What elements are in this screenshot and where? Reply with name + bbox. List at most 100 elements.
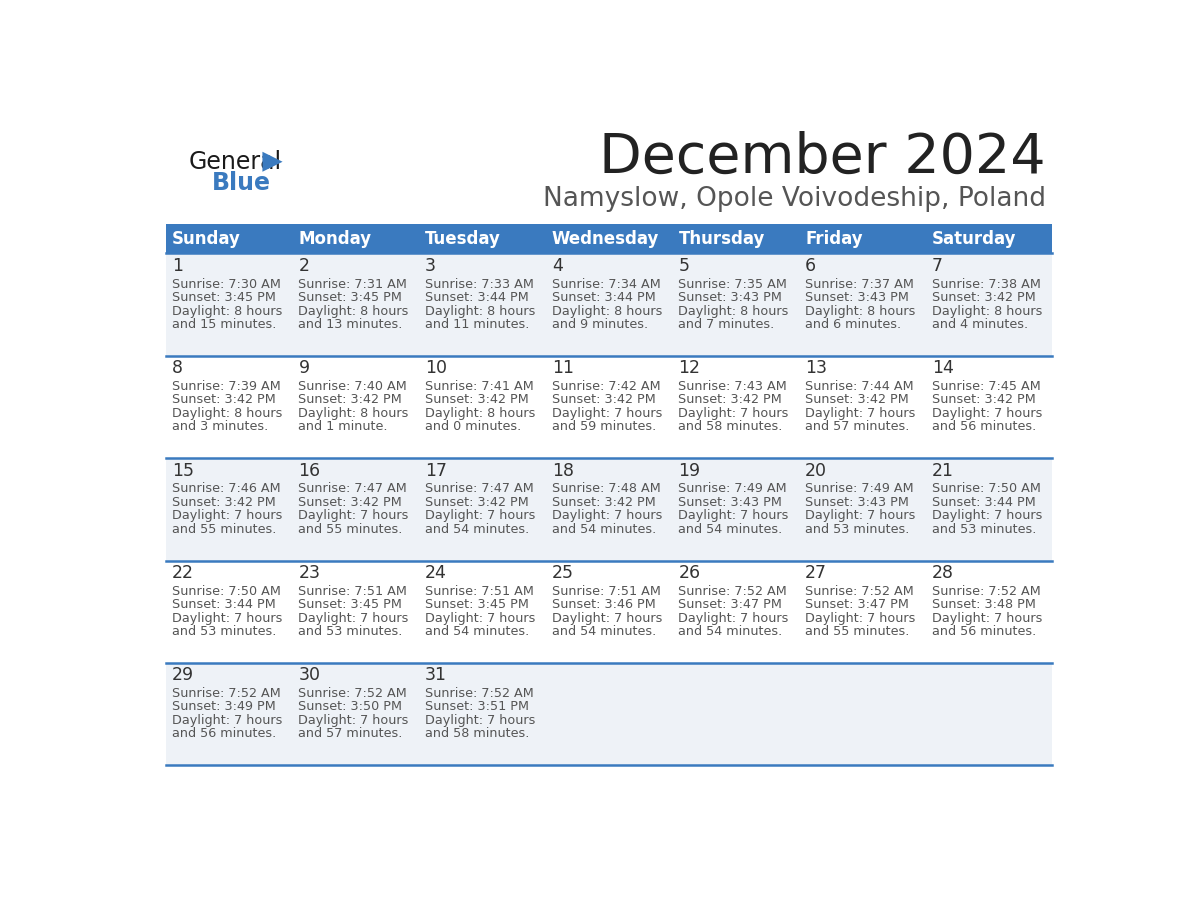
Text: Daylight: 7 hours: Daylight: 7 hours <box>425 612 536 625</box>
Text: 15: 15 <box>172 462 194 479</box>
Polygon shape <box>263 151 283 172</box>
Text: Sunset: 3:44 PM: Sunset: 3:44 PM <box>425 291 529 304</box>
Text: Daylight: 8 hours: Daylight: 8 hours <box>172 407 282 420</box>
Text: Sunrise: 7:51 AM: Sunrise: 7:51 AM <box>298 585 407 598</box>
Text: Sunset: 3:42 PM: Sunset: 3:42 PM <box>172 393 276 406</box>
Text: Sunset: 3:48 PM: Sunset: 3:48 PM <box>931 598 1036 611</box>
Text: and 55 minutes.: and 55 minutes. <box>805 625 909 638</box>
Text: 14: 14 <box>931 359 954 377</box>
Text: Friday: Friday <box>805 230 862 248</box>
Text: Sunset: 3:42 PM: Sunset: 3:42 PM <box>298 393 403 406</box>
Text: and 56 minutes.: and 56 minutes. <box>931 625 1036 638</box>
Text: Sunset: 3:42 PM: Sunset: 3:42 PM <box>931 393 1036 406</box>
Text: Sunset: 3:43 PM: Sunset: 3:43 PM <box>678 291 782 304</box>
Text: Namyslow, Opole Voivodeship, Poland: Namyslow, Opole Voivodeship, Poland <box>543 185 1045 212</box>
Text: and 1 minute.: and 1 minute. <box>298 420 388 433</box>
Text: and 53 minutes.: and 53 minutes. <box>805 522 909 535</box>
Text: General: General <box>189 150 282 174</box>
Bar <box>165 663 1053 766</box>
Text: Daylight: 7 hours: Daylight: 7 hours <box>298 714 409 727</box>
Text: December 2024: December 2024 <box>599 131 1045 185</box>
Text: Sunrise: 7:49 AM: Sunrise: 7:49 AM <box>805 483 914 496</box>
Text: and 56 minutes.: and 56 minutes. <box>931 420 1036 433</box>
Text: and 57 minutes.: and 57 minutes. <box>298 727 403 740</box>
Text: Sunset: 3:43 PM: Sunset: 3:43 PM <box>805 496 909 509</box>
Text: Sunrise: 7:51 AM: Sunrise: 7:51 AM <box>551 585 661 598</box>
Text: Sunset: 3:44 PM: Sunset: 3:44 PM <box>551 291 656 304</box>
Text: 2: 2 <box>298 257 309 274</box>
Text: 24: 24 <box>425 564 447 582</box>
Text: Sunrise: 7:50 AM: Sunrise: 7:50 AM <box>172 585 280 598</box>
Text: 31: 31 <box>425 666 447 684</box>
Text: 22: 22 <box>172 564 194 582</box>
Text: Sunset: 3:45 PM: Sunset: 3:45 PM <box>298 291 403 304</box>
Text: Sunrise: 7:43 AM: Sunrise: 7:43 AM <box>678 380 788 393</box>
Text: Daylight: 7 hours: Daylight: 7 hours <box>172 612 282 625</box>
Text: Sunset: 3:42 PM: Sunset: 3:42 PM <box>931 291 1036 304</box>
Text: Sunrise: 7:38 AM: Sunrise: 7:38 AM <box>931 277 1041 291</box>
Text: Sunset: 3:47 PM: Sunset: 3:47 PM <box>678 598 782 611</box>
Text: Sunset: 3:44 PM: Sunset: 3:44 PM <box>931 496 1036 509</box>
Text: Sunrise: 7:52 AM: Sunrise: 7:52 AM <box>678 585 788 598</box>
Text: Sunset: 3:45 PM: Sunset: 3:45 PM <box>298 598 403 611</box>
Text: Daylight: 7 hours: Daylight: 7 hours <box>551 407 662 420</box>
Text: Sunrise: 7:34 AM: Sunrise: 7:34 AM <box>551 277 661 291</box>
Bar <box>419 224 545 253</box>
Text: and 56 minutes.: and 56 minutes. <box>172 727 276 740</box>
Text: Daylight: 8 hours: Daylight: 8 hours <box>931 305 1042 318</box>
Text: Sunrise: 7:39 AM: Sunrise: 7:39 AM <box>172 380 280 393</box>
Text: Sunrise: 7:49 AM: Sunrise: 7:49 AM <box>678 483 786 496</box>
Text: and 53 minutes.: and 53 minutes. <box>298 625 403 638</box>
Text: 30: 30 <box>298 666 321 684</box>
Text: and 9 minutes.: and 9 minutes. <box>551 318 647 330</box>
Text: Sunset: 3:43 PM: Sunset: 3:43 PM <box>805 291 909 304</box>
Text: Sunset: 3:42 PM: Sunset: 3:42 PM <box>551 496 656 509</box>
Text: 27: 27 <box>805 564 827 582</box>
Text: Sunrise: 7:51 AM: Sunrise: 7:51 AM <box>425 585 533 598</box>
Text: Sunrise: 7:52 AM: Sunrise: 7:52 AM <box>805 585 914 598</box>
Text: 23: 23 <box>298 564 321 582</box>
Text: 16: 16 <box>298 462 321 479</box>
Text: and 55 minutes.: and 55 minutes. <box>172 522 276 535</box>
Text: and 54 minutes.: and 54 minutes. <box>678 625 783 638</box>
Text: Daylight: 8 hours: Daylight: 8 hours <box>678 305 789 318</box>
Text: Sunrise: 7:45 AM: Sunrise: 7:45 AM <box>931 380 1041 393</box>
Text: Daylight: 7 hours: Daylight: 7 hours <box>931 407 1042 420</box>
Text: 20: 20 <box>805 462 827 479</box>
Text: and 55 minutes.: and 55 minutes. <box>298 522 403 535</box>
Text: and 7 minutes.: and 7 minutes. <box>678 318 775 330</box>
Text: Sunrise: 7:50 AM: Sunrise: 7:50 AM <box>931 483 1041 496</box>
Text: 17: 17 <box>425 462 447 479</box>
Text: 6: 6 <box>805 257 816 274</box>
Text: 26: 26 <box>678 564 701 582</box>
Text: Sunset: 3:43 PM: Sunset: 3:43 PM <box>678 496 782 509</box>
Text: Daylight: 7 hours: Daylight: 7 hours <box>931 509 1042 522</box>
Bar <box>798 224 925 253</box>
Text: and 3 minutes.: and 3 minutes. <box>172 420 268 433</box>
Text: Sunset: 3:42 PM: Sunset: 3:42 PM <box>805 393 909 406</box>
Text: Saturday: Saturday <box>931 230 1016 248</box>
Text: Daylight: 7 hours: Daylight: 7 hours <box>425 714 536 727</box>
Text: Sunday: Sunday <box>172 230 241 248</box>
Text: 19: 19 <box>678 462 701 479</box>
Text: 1: 1 <box>172 257 183 274</box>
Text: Wednesday: Wednesday <box>551 230 659 248</box>
Text: Sunset: 3:51 PM: Sunset: 3:51 PM <box>425 700 529 713</box>
Text: Blue: Blue <box>211 171 271 195</box>
Text: 4: 4 <box>551 257 563 274</box>
Text: Daylight: 7 hours: Daylight: 7 hours <box>931 612 1042 625</box>
Text: Sunset: 3:45 PM: Sunset: 3:45 PM <box>172 291 276 304</box>
Text: and 54 minutes.: and 54 minutes. <box>425 522 530 535</box>
Text: and 53 minutes.: and 53 minutes. <box>172 625 276 638</box>
Text: 29: 29 <box>172 666 194 684</box>
Text: 11: 11 <box>551 359 574 377</box>
Text: and 4 minutes.: and 4 minutes. <box>931 318 1028 330</box>
Text: 8: 8 <box>172 359 183 377</box>
Text: Sunset: 3:42 PM: Sunset: 3:42 PM <box>425 496 529 509</box>
Text: Daylight: 7 hours: Daylight: 7 hours <box>678 407 789 420</box>
Text: and 54 minutes.: and 54 minutes. <box>551 625 656 638</box>
Text: Daylight: 7 hours: Daylight: 7 hours <box>425 509 536 522</box>
Text: 12: 12 <box>678 359 701 377</box>
Text: Daylight: 7 hours: Daylight: 7 hours <box>172 714 282 727</box>
Text: Sunrise: 7:31 AM: Sunrise: 7:31 AM <box>298 277 407 291</box>
